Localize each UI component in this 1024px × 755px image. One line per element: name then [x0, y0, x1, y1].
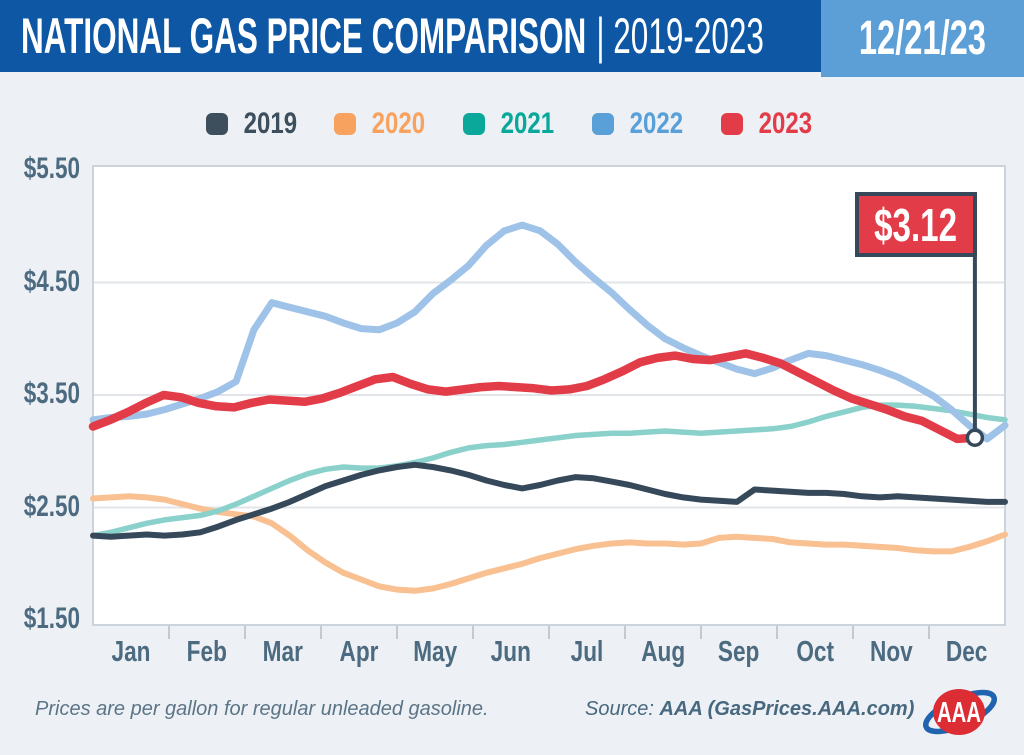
legend-swatch — [334, 113, 357, 135]
x-tick-label-Nov: Nov — [869, 636, 913, 668]
chart-legend: 2019 2020 2021 2022 2023 — [0, 107, 1024, 141]
x-tick-label-Apr: Apr — [339, 636, 379, 668]
legend-label: 2021 — [500, 107, 555, 140]
page-title-main: NATIONAL GAS PRICE COMPARISON — [21, 8, 587, 64]
legend-label: 2019 — [243, 107, 297, 140]
legend-label: 2023 — [758, 107, 812, 140]
source-prefix: Source: — [585, 698, 660, 720]
x-tick-label-Oct: Oct — [796, 636, 834, 668]
x-tick-label-May: May — [412, 636, 457, 668]
y-tick-label: $4.50 — [23, 264, 80, 298]
x-tick-label-Sep: Sep — [718, 636, 760, 668]
x-tick-label-Jun: Jun — [490, 636, 532, 668]
legend-item-2023: 2023 — [720, 107, 819, 141]
source-line: Source: AAA (GasPrices.AAA.com) — [585, 698, 914, 721]
source-text: AAA (GasPrices.AAA.com) — [659, 698, 915, 720]
legend-item-2019: 2019 — [205, 107, 304, 141]
x-tick-label-Aug: Aug — [641, 636, 685, 668]
x-tick-label-Jul: Jul — [570, 636, 604, 668]
logo-aaa-text: AAA — [937, 697, 981, 729]
series-line-2022 — [89, 221, 1009, 443]
date-box: 12/21/23 — [821, 0, 1024, 77]
legend-item-2022: 2022 — [591, 107, 690, 141]
legend-swatch — [463, 113, 486, 135]
aaa-logo: AAA — [923, 689, 997, 735]
legend-label: 2020 — [372, 107, 426, 140]
series-line-2021 — [90, 402, 1008, 539]
price-flag: $3.12 — [854, 192, 977, 257]
series-line-2019 — [90, 461, 1008, 540]
y-tick-label: $5.50 — [23, 152, 80, 185]
x-tick-label-Mar: Mar — [262, 636, 304, 668]
x-tick-label-Feb: Feb — [186, 636, 228, 668]
legend-swatch — [720, 113, 743, 135]
price-flag-label: $3.12 — [874, 198, 958, 251]
footnote: Prices are per gallon for regular unlead… — [35, 698, 489, 720]
page-title: NATIONAL GAS PRICE COMPARISON | 2019-202… — [21, 0, 764, 72]
y-tick-label: $3.50 — [23, 377, 80, 410]
y-tick-label: $2.50 — [23, 489, 80, 523]
endpoint-marker — [965, 428, 985, 447]
legend-item-2021: 2021 — [463, 107, 561, 141]
legend-label: 2022 — [629, 107, 683, 140]
date-label: 12/21/23 — [858, 12, 987, 65]
series-line-2023 — [88, 349, 980, 444]
y-tick-label: $1.50 — [23, 602, 80, 635]
page-title-range: | 2019-2023 — [596, 8, 764, 64]
x-tick-label-Jan: Jan — [111, 636, 151, 668]
legend-swatch — [591, 113, 614, 135]
logo-globe — [933, 689, 985, 735]
legend-swatch — [205, 113, 228, 135]
legend-item-2020: 2020 — [334, 107, 432, 141]
x-tick-label-Dec: Dec — [946, 636, 988, 668]
